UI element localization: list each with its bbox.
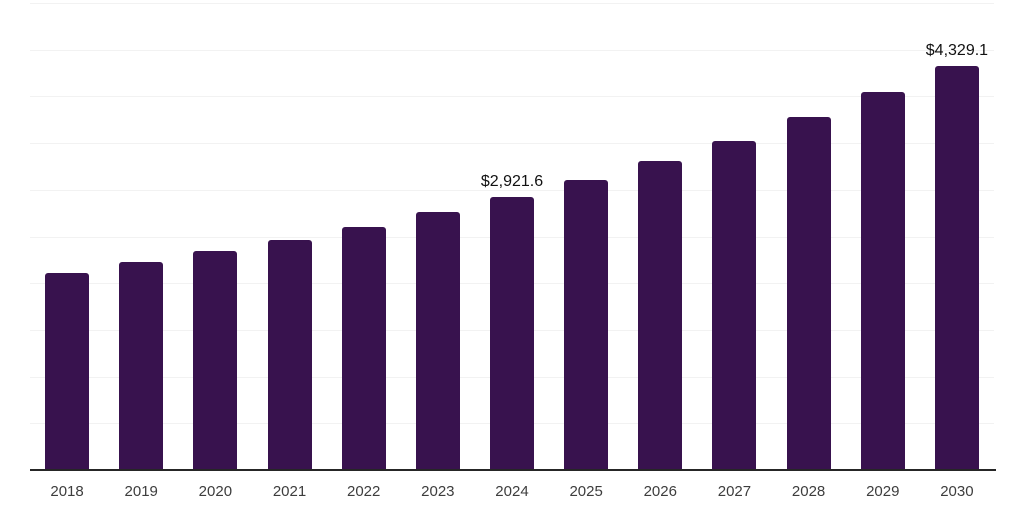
x-axis-labels: 2018 2019 2020 2021 2022 2023 2024 2025 2026 2027… xyxy=(30,482,994,502)
gridline xyxy=(30,96,994,98)
data-label-2024: $2,921.6 xyxy=(480,173,544,191)
x-tick-label-2025: 2025 xyxy=(569,483,603,500)
bar-2022 xyxy=(341,227,386,470)
bar-2018 xyxy=(45,272,90,470)
gridline xyxy=(30,49,994,51)
gridline xyxy=(30,143,994,145)
bar-2025 xyxy=(564,180,609,470)
x-tick-label-2021: 2021 xyxy=(272,483,307,500)
bar-2026 xyxy=(638,161,683,470)
x-tick-label-2020: 2020 xyxy=(198,483,233,500)
x-tick-label-2027: 2027 xyxy=(717,483,752,500)
bar-2024 xyxy=(490,197,534,470)
plot-area: $2,921.6 $4,329.1 xyxy=(30,3,994,470)
x-tick-label-2026: 2026 xyxy=(643,483,677,500)
bar-2028 xyxy=(786,117,831,470)
x-tick-label-2029: 2029 xyxy=(866,483,900,500)
bar-2030 xyxy=(934,65,979,470)
x-tick-label-2030: 2030 xyxy=(940,483,974,500)
x-tick-label-2024: 2024 xyxy=(495,483,529,500)
bar-2029 xyxy=(860,92,905,470)
bar-2027 xyxy=(712,141,757,470)
x-tick-label-2022: 2022 xyxy=(346,483,381,500)
data-label-2030: $4,329.1 xyxy=(925,41,989,59)
bar-2020 xyxy=(193,251,238,470)
x-tick-label-2018: 2018 xyxy=(50,483,84,500)
x-tick-label-2023: 2023 xyxy=(421,483,455,500)
bar-2019 xyxy=(119,262,164,470)
x-tick-label-2019: 2019 xyxy=(124,483,158,500)
bar-2023 xyxy=(415,212,460,470)
x-axis-line xyxy=(30,469,996,471)
gridline xyxy=(30,3,994,4)
x-tick-label-2028: 2028 xyxy=(791,483,826,500)
bar-2021 xyxy=(267,240,312,470)
gridline xyxy=(30,189,994,191)
